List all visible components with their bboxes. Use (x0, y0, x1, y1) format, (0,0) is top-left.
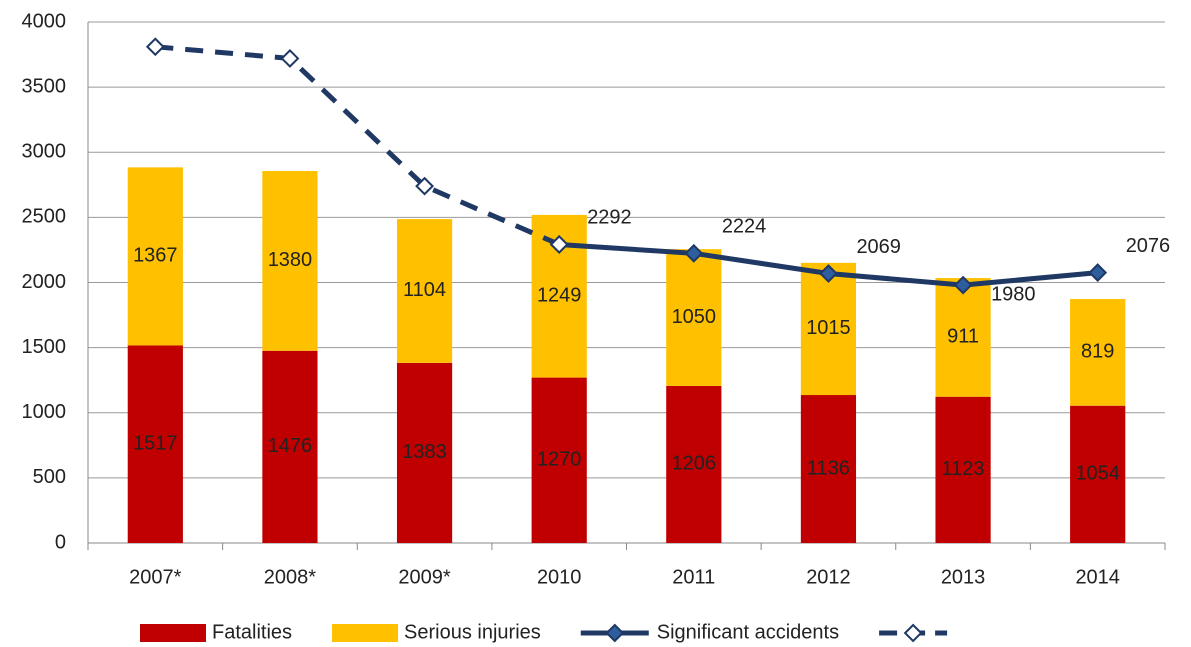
line-marker (684, 243, 704, 263)
line-label: 2069 (856, 236, 901, 258)
x-tick-label: 2007* (129, 566, 181, 588)
legend-label: Serious injuries (404, 621, 541, 643)
legend-swatch (332, 624, 399, 642)
bar-segment (1070, 299, 1126, 406)
legend-label: Fatalities (212, 621, 292, 643)
x-tick-label: 2014 (1075, 566, 1120, 588)
bar-label: 1104 (403, 279, 446, 301)
bar-segment (396, 362, 453, 543)
y-tick-label: 2000 (22, 271, 67, 293)
bar-segment (666, 249, 722, 386)
line-marker (145, 37, 165, 57)
y-tick-label: 3500 (22, 75, 67, 97)
bar-segment (935, 396, 991, 543)
bar-label: 1270 (537, 449, 582, 471)
x-tick-label: 2009* (398, 566, 450, 588)
line-marker (280, 49, 300, 68)
bar-label: 1015 (806, 317, 851, 339)
x-tick-label: 2011 (672, 566, 715, 588)
y-tick-label: 500 (33, 466, 66, 488)
bar-segment (666, 385, 722, 543)
bar-label: 1383 (402, 441, 447, 463)
bar-label: 911 (947, 326, 979, 348)
line-label: 1980 (991, 283, 1036, 305)
bar-segment (262, 350, 318, 543)
bar-label: 1050 (672, 306, 717, 328)
x-tick-label: 2012 (806, 566, 851, 588)
line-label: 2076 (1126, 235, 1171, 257)
y-tick-label: 0 (55, 531, 66, 553)
bar-segment (531, 377, 587, 543)
bar-label: 1517 (133, 432, 178, 454)
x-tick-label: 2013 (941, 566, 986, 588)
bar-label: 1367 (133, 245, 178, 267)
bar-segment (262, 171, 318, 351)
x-tick-label: 2008* (264, 566, 316, 588)
line-marker (953, 275, 973, 295)
y-tick-label: 1000 (22, 401, 67, 423)
legend-swatch (140, 624, 206, 642)
bar-label: 1476 (268, 435, 313, 457)
legend-marker (605, 623, 625, 643)
bar-segment (127, 345, 183, 543)
bar-segment (1070, 405, 1126, 543)
line-marker (549, 235, 569, 254)
y-tick-label: 3000 (22, 141, 67, 163)
x-tick-label: 2010 (537, 566, 582, 588)
bar-label: 819 (1081, 341, 1114, 363)
y-tick-label: 1500 (22, 336, 67, 358)
line-marker (415, 176, 434, 196)
legend-marker (903, 623, 923, 643)
y-tick-label: 4000 (22, 10, 67, 32)
line-series (155, 44, 561, 247)
bar-label: 1249 (537, 285, 582, 307)
bar-segment (800, 262, 857, 396)
line-marker (819, 264, 838, 283)
bar-label: 1054 (1075, 463, 1120, 485)
bar-label: 1136 (807, 457, 850, 479)
bar-label: 1123 (942, 458, 985, 480)
bar-label: 1380 (268, 249, 313, 271)
bar-segment (935, 278, 991, 397)
line-label: 2292 (587, 207, 632, 229)
bar-segment (127, 167, 183, 346)
bar-segment (396, 219, 453, 363)
bar-segment (800, 395, 857, 543)
line-marker (1088, 263, 1108, 283)
bar-label: 1206 (672, 453, 717, 475)
legend-label: Significant accidents (657, 621, 839, 643)
y-tick-label: 2500 (22, 206, 67, 228)
line-label: 2224 (722, 216, 767, 238)
